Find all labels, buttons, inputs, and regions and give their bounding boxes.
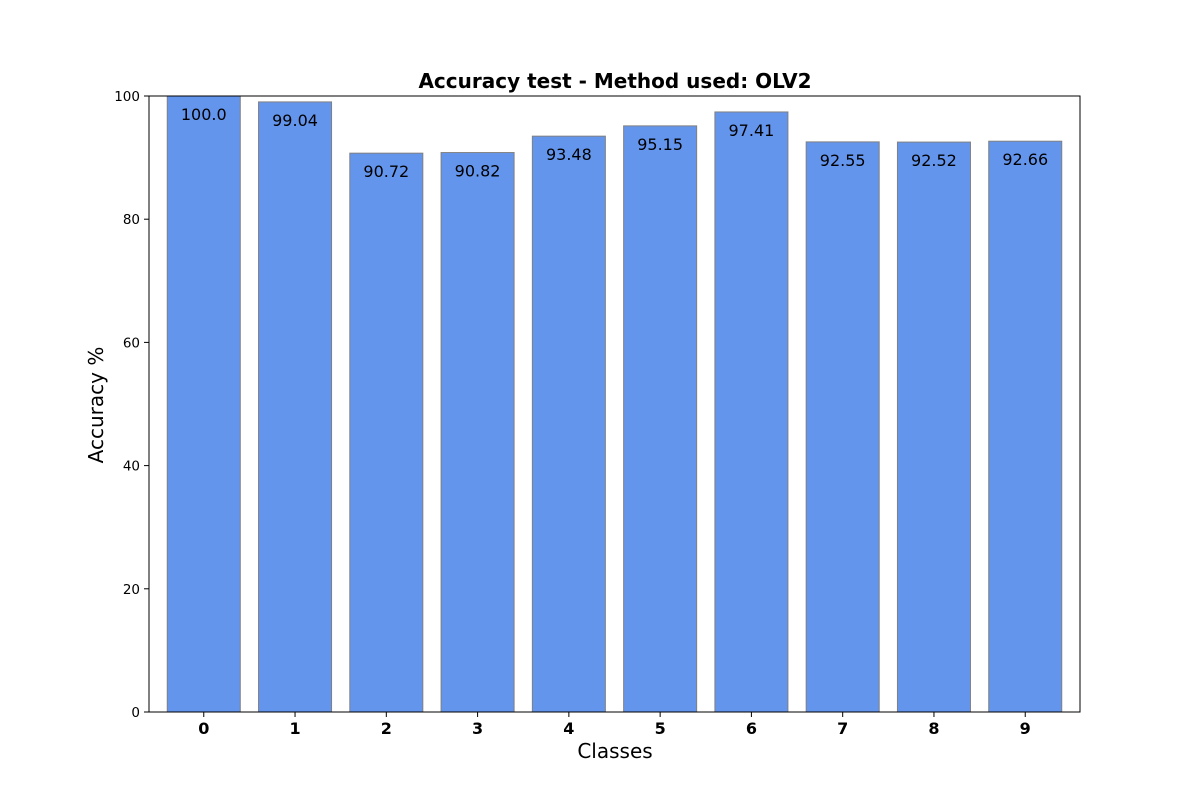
bar-value-label: 92.66 (1002, 150, 1048, 169)
x-axis-label: Classes (577, 739, 652, 763)
y-tick-label: 40 (123, 459, 140, 475)
y-axis: 0 20 40 60 80 100 (114, 89, 149, 721)
x-tick-label: 0 (198, 719, 209, 738)
x-tick-label: 3 (472, 719, 483, 738)
y-tick-label: 100 (114, 89, 140, 105)
bar-class-3 (440, 152, 515, 713)
bar-value-label: 90.82 (455, 162, 501, 181)
bar-value-label: 92.52 (911, 151, 957, 170)
chart-title: Accuracy test - Method used: OLV2 (418, 69, 811, 93)
bar-class-7 (805, 141, 880, 713)
value-labels-group: 100.0 99.04 90.72 90.82 93.48 95.15 97.41 92.55… (181, 105, 1048, 181)
bar-value-label: 90.72 (363, 162, 409, 181)
bar-value-label: 99.04 (272, 111, 318, 130)
bar-class-4 (531, 135, 606, 713)
bar-value-label: 95.15 (637, 135, 683, 154)
bar-value-label: 100.0 (181, 105, 227, 124)
bar-class-2 (349, 152, 424, 713)
x-tick-label: 5 (655, 719, 666, 738)
x-tick-label: 9 (1020, 719, 1031, 738)
x-tick-label: 1 (289, 719, 300, 738)
bar-value-label: 97.41 (729, 121, 775, 140)
bar-class-8 (896, 141, 971, 713)
y-tick-label: 0 (131, 705, 140, 721)
bar-class-6 (714, 111, 789, 713)
y-axis-label: Accuracy % (84, 347, 108, 464)
bar-value-label: 93.48 (546, 145, 592, 164)
x-axis: 0 1 2 3 4 5 6 7 8 9 (198, 712, 1031, 738)
bar-value-label: 92.55 (820, 151, 866, 170)
bar-class-5 (623, 125, 698, 713)
y-tick-label: 20 (123, 582, 140, 598)
y-tick-label: 80 (123, 212, 140, 228)
y-tick-label: 60 (123, 335, 140, 351)
bar-class-1 (258, 101, 333, 713)
x-tick-label: 2 (381, 719, 392, 738)
bar-class-0 (166, 95, 241, 713)
x-tick-label: 8 (928, 719, 939, 738)
plot-frame (148, 95, 1081, 713)
bar-class-9 (988, 140, 1063, 713)
bars-group (166, 95, 1063, 713)
x-tick-label: 6 (746, 719, 757, 738)
x-tick-label: 4 (563, 719, 574, 738)
x-tick-label: 7 (837, 719, 848, 738)
